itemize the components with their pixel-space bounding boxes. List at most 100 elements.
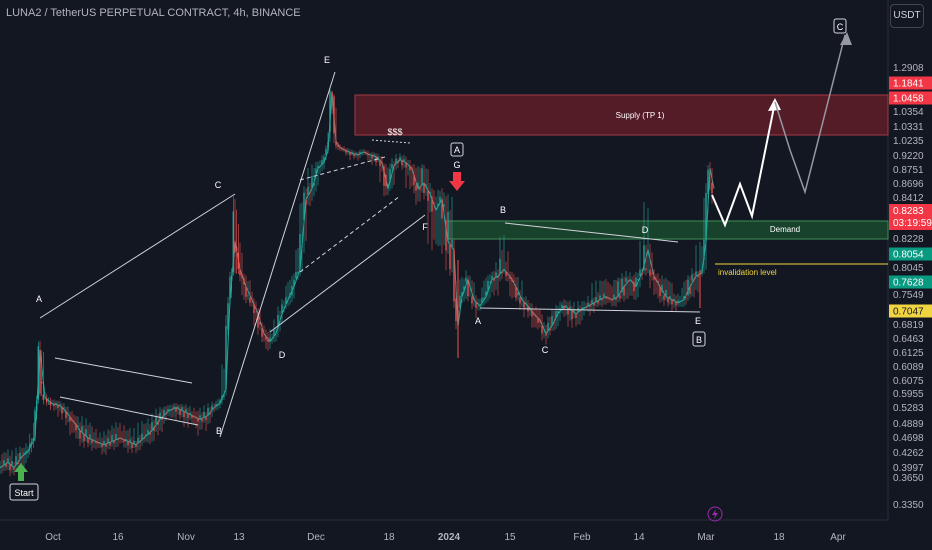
candle-body bbox=[665, 290, 667, 297]
candle-body bbox=[499, 258, 501, 274]
candle-body bbox=[223, 394, 225, 397]
wave-label: B bbox=[500, 205, 506, 215]
candle-body bbox=[319, 166, 321, 168]
candle-body bbox=[451, 240, 453, 248]
candle-body bbox=[99, 442, 101, 444]
candle-body bbox=[455, 298, 457, 322]
candle-body bbox=[46, 398, 48, 403]
candle-body bbox=[0, 466, 1, 468]
candle-body bbox=[515, 286, 517, 298]
candle-body bbox=[581, 307, 583, 310]
candle-body bbox=[207, 408, 209, 416]
candle-body bbox=[331, 92, 333, 98]
candle-body bbox=[303, 192, 305, 220]
currency-button[interactable]: USDT bbox=[890, 4, 924, 28]
candle-body bbox=[199, 415, 201, 420]
candle-body bbox=[601, 298, 603, 301]
candle-body bbox=[419, 187, 421, 190]
candle-body bbox=[59, 404, 61, 406]
candle-body bbox=[495, 272, 497, 278]
candle-body bbox=[707, 169, 709, 194]
candle-body bbox=[97, 442, 99, 444]
candle-body bbox=[561, 304, 563, 309]
candle-body bbox=[587, 303, 589, 307]
candle-body bbox=[44, 396, 46, 398]
x-tick-label: Nov bbox=[177, 532, 195, 543]
candle-body bbox=[555, 310, 557, 318]
candle-body bbox=[391, 164, 393, 169]
candle-body bbox=[461, 292, 463, 297]
candle-body bbox=[459, 295, 461, 308]
candle-body bbox=[703, 239, 705, 261]
supply-zone[interactable] bbox=[354, 94, 889, 136]
y-axis[interactable]: 1.2908 1.0354 1.0331 1.0235 0.9220 0.8751 0.86… bbox=[893, 63, 924, 511]
candle-body bbox=[385, 174, 387, 187]
wave-label: C bbox=[542, 345, 549, 355]
candle-body bbox=[345, 150, 347, 153]
candle-body bbox=[339, 147, 341, 149]
candle-body bbox=[633, 281, 635, 292]
y-tick-label: 1.0354 bbox=[893, 107, 924, 118]
candle-body bbox=[585, 307, 587, 308]
lightning-icon[interactable] bbox=[707, 506, 723, 522]
candle-body bbox=[613, 294, 615, 299]
candle-body bbox=[667, 297, 669, 303]
x-tick-label: Mar bbox=[697, 532, 715, 543]
candle-body bbox=[397, 161, 399, 163]
candle-body bbox=[1, 466, 3, 468]
candle-body bbox=[679, 301, 681, 302]
candle-body bbox=[405, 162, 407, 168]
candle-body bbox=[129, 439, 131, 443]
candle-body bbox=[473, 298, 475, 300]
candle-body bbox=[241, 274, 243, 278]
price-tag-label: 0.8283 bbox=[893, 206, 924, 217]
candle-body bbox=[123, 439, 125, 442]
candle-body bbox=[279, 321, 281, 322]
candle-body bbox=[41, 381, 43, 384]
y-tick-label: 0.8228 bbox=[893, 234, 924, 245]
candle-body bbox=[181, 407, 183, 411]
candle-body bbox=[105, 444, 107, 447]
y-tick-label: 0.8045 bbox=[893, 263, 924, 274]
candle-body bbox=[541, 325, 543, 334]
candle-body bbox=[125, 439, 127, 441]
candle-body bbox=[171, 409, 173, 411]
candle-body bbox=[407, 164, 409, 166]
candle-body bbox=[315, 168, 317, 175]
candle-body bbox=[335, 141, 337, 146]
trendline bbox=[269, 214, 426, 333]
candle-body bbox=[221, 395, 223, 400]
candle-body bbox=[463, 286, 465, 293]
candle-body bbox=[111, 435, 113, 442]
trendline bbox=[479, 307, 701, 313]
y-tick-label: 0.6089 bbox=[893, 362, 924, 373]
candle-body bbox=[32, 438, 34, 442]
candle-body bbox=[655, 278, 657, 281]
candle-body bbox=[671, 299, 673, 305]
candle-body bbox=[259, 322, 261, 325]
candle-body bbox=[305, 199, 307, 205]
candle-body bbox=[445, 220, 447, 251]
candle-body bbox=[639, 269, 641, 277]
candle-body bbox=[231, 275, 233, 281]
candle-body bbox=[325, 148, 327, 155]
candle-body bbox=[623, 286, 625, 296]
x-axis[interactable]: Oct 16 Nov 13 Dec 18 2024 15 Feb 14 Mar 18 Apr bbox=[45, 532, 846, 543]
candle-body bbox=[215, 404, 217, 407]
candle-body bbox=[395, 158, 397, 164]
candle-body bbox=[185, 409, 187, 413]
candle-body bbox=[197, 418, 199, 422]
candle-body bbox=[609, 298, 611, 300]
wave-badge bbox=[692, 331, 706, 347]
start-badge bbox=[9, 483, 39, 501]
candle-body bbox=[209, 412, 211, 415]
trendline bbox=[59, 396, 199, 426]
chart-title: LUNA2 / TetherUS PERPETUAL CONTRACT, 4h,… bbox=[6, 7, 301, 19]
trendline bbox=[219, 71, 336, 438]
wave-label: A bbox=[36, 294, 42, 304]
candle-body bbox=[643, 245, 645, 271]
projection-path-tp1 bbox=[711, 101, 776, 228]
candle-body bbox=[675, 301, 677, 306]
candle-body bbox=[449, 244, 451, 270]
